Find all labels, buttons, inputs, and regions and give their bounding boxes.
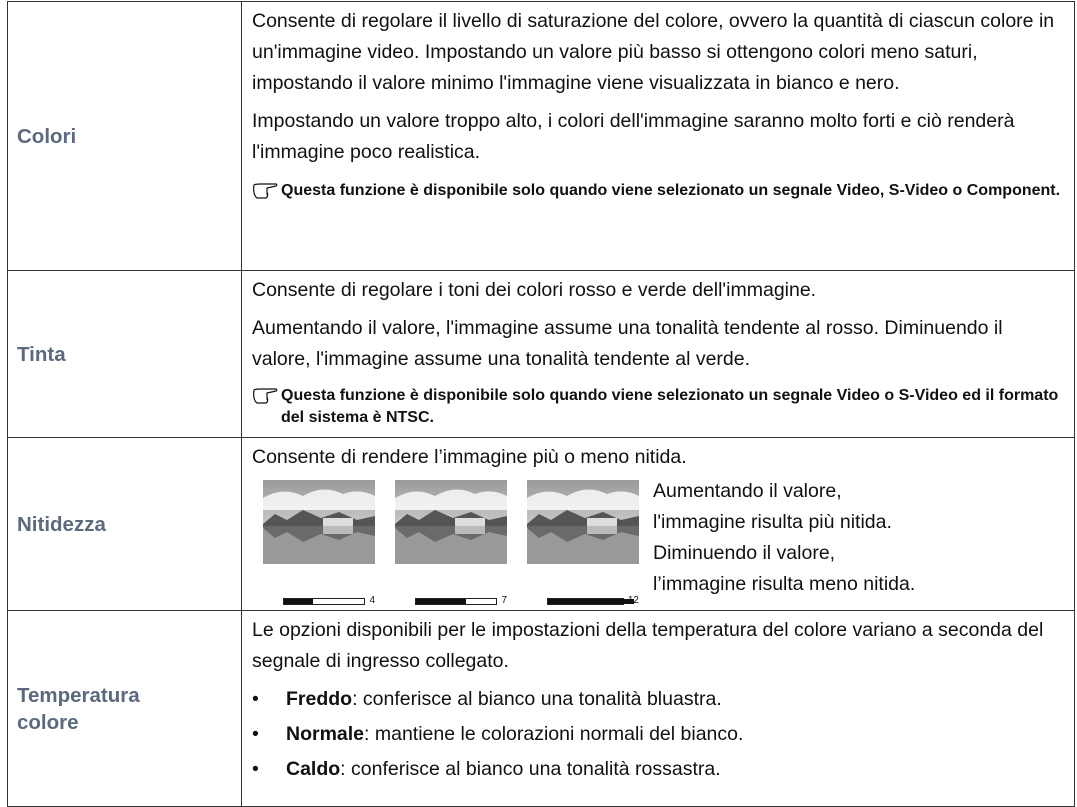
note: Questa funzione è disponibile solo quand…: [252, 385, 1064, 429]
thumbnail-image: [263, 480, 375, 574]
row-content: Consente di rendere l’immagine più o men…: [241, 437, 1075, 611]
slider-fill: [416, 598, 467, 604]
row-label: Colori: [7, 1, 242, 271]
bullet-text: : conferisce al bianco una tonalità ross…: [340, 758, 721, 780]
row: Tinta Consente di regolare i toni dei co…: [7, 270, 1075, 438]
slider-fill: [284, 598, 313, 604]
slider-bar: [283, 597, 366, 605]
bullet-text: : mantiene le colorazioni normali del bi…: [364, 723, 744, 745]
label: Nitidezza: [17, 512, 106, 536]
bullet-term: Normale: [286, 723, 365, 745]
row: Colori Consente di regolare il livello d…: [7, 1, 1075, 271]
label: Temperatura colore: [17, 683, 140, 734]
paragraph: Consente di rendere l’immagine più o men…: [252, 446, 687, 468]
row-label: Temperatura colore: [7, 610, 242, 807]
row-content: Consente di regolare il livello di satur…: [241, 1, 1075, 271]
slider-bar: [415, 597, 498, 605]
example: 4: [263, 480, 375, 607]
paragraph: Le opzioni disponibili per le impostazio…: [252, 619, 1044, 672]
example: 12: [527, 480, 639, 607]
bullet-term: Caldo: [286, 758, 341, 780]
bullet: Freddo: conferisce al bianco una tonalit…: [252, 684, 1064, 715]
row-label: Tinta: [7, 270, 242, 438]
slider: 7: [415, 595, 507, 607]
side-text: Aumentando il valore, l'immagine risulta…: [653, 480, 916, 595]
row-label: Nitidezza: [7, 437, 242, 611]
slider: 4: [283, 595, 375, 607]
bullet-term: Freddo: [286, 688, 353, 710]
note: Questa funzione è disponibile solo quand…: [252, 180, 1064, 202]
bullet-list: Freddo: conferisce al bianco una tonalit…: [252, 684, 1064, 785]
label: Colori: [17, 124, 77, 148]
slider-fill: [548, 598, 635, 604]
note-text: Questa funzione è disponibile solo quand…: [281, 387, 1059, 426]
thumbnails: 4 7 12: [263, 480, 639, 607]
row: Nitidezza Consente di rendere l’immagine…: [7, 437, 1075, 611]
paragraph: Consente di regolare i toni dei colori r…: [252, 279, 817, 301]
example: 7: [395, 480, 507, 607]
bullet-text: : conferisce al bianco una tonalità blua…: [352, 688, 722, 710]
slider-bar: [547, 597, 635, 605]
note-text: Questa funzione è disponibile solo quand…: [281, 182, 1061, 199]
note-icon: [253, 183, 278, 199]
paragraph: Consente di regolare il livello di satur…: [252, 10, 1055, 94]
slider-value: 7: [501, 595, 507, 606]
row: Temperatura colore Le opzioni disponibil…: [7, 610, 1075, 807]
note-icon: [253, 388, 278, 404]
settings-table: Colori Consente di regolare il livello d…: [7, 1, 1075, 807]
paragraph: Aumentando il valore, l'immagine assume …: [252, 317, 1003, 370]
label: Tinta: [17, 342, 66, 366]
slider: 12: [547, 595, 639, 607]
thumbnail-image: [395, 480, 507, 574]
examples: 4 7 12 Aumentando il valore, l'immagine ri…: [252, 480, 1064, 607]
bullet: Caldo: conferisce al bianco una tonalità…: [252, 754, 1064, 785]
bullet: Normale: mantiene le colorazioni normali…: [252, 719, 1064, 750]
thumbnail-image: [527, 480, 639, 574]
row-content: Consente di regolare i toni dei colori r…: [241, 270, 1075, 438]
row-content: Le opzioni disponibili per le impostazio…: [241, 610, 1075, 807]
paragraph: Impostando un valore troppo alto, i colo…: [252, 110, 1015, 163]
slider-value: 4: [369, 595, 375, 606]
